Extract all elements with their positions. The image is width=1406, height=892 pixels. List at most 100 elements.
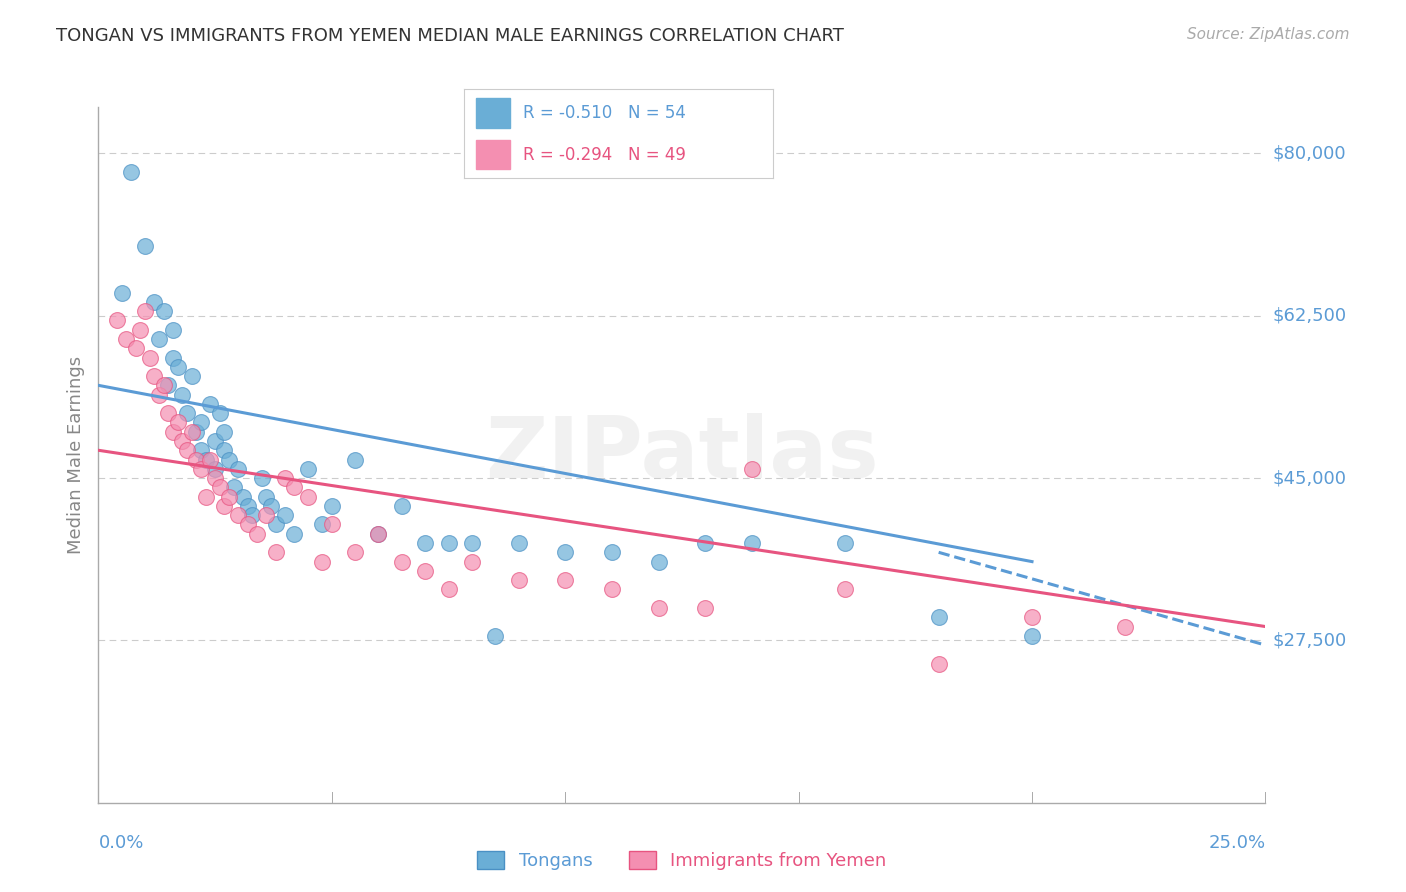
Point xyxy=(139,351,162,365)
Text: 0.0%: 0.0% xyxy=(98,834,143,852)
Point xyxy=(834,582,856,597)
Point xyxy=(834,536,856,550)
Point xyxy=(111,285,134,300)
Point xyxy=(256,508,278,523)
Point xyxy=(208,480,231,494)
Point xyxy=(283,480,305,494)
Point xyxy=(695,536,717,550)
Point xyxy=(157,406,180,420)
Point xyxy=(1114,619,1136,633)
Point xyxy=(134,239,156,253)
Point xyxy=(297,490,319,504)
Point xyxy=(204,434,226,448)
Point xyxy=(311,555,333,569)
Point xyxy=(214,499,236,513)
Point xyxy=(200,397,222,411)
Text: R = -0.294   N = 49: R = -0.294 N = 49 xyxy=(523,145,686,164)
Point xyxy=(647,601,669,615)
Point xyxy=(437,582,460,597)
Point xyxy=(554,545,576,559)
Point xyxy=(236,517,259,532)
Point xyxy=(228,508,250,523)
Point xyxy=(321,499,343,513)
Point xyxy=(695,601,717,615)
Point xyxy=(321,517,343,532)
Point xyxy=(190,416,212,430)
Point xyxy=(484,629,506,643)
Point xyxy=(413,536,436,550)
Point xyxy=(214,443,236,458)
Point xyxy=(162,425,184,439)
Point xyxy=(461,536,484,550)
Point xyxy=(236,499,259,513)
Point xyxy=(186,425,208,439)
Point xyxy=(176,443,198,458)
Point xyxy=(152,378,174,392)
Point xyxy=(554,573,576,587)
Point xyxy=(222,480,245,494)
Point xyxy=(1021,629,1043,643)
Bar xyxy=(477,140,510,169)
Legend: Tongans, Immigrants from Yemen: Tongans, Immigrants from Yemen xyxy=(470,844,894,877)
Text: $45,000: $45,000 xyxy=(1272,469,1347,487)
Point xyxy=(143,294,166,309)
Text: TONGAN VS IMMIGRANTS FROM YEMEN MEDIAN MALE EARNINGS CORRELATION CHART: TONGAN VS IMMIGRANTS FROM YEMEN MEDIAN M… xyxy=(56,27,844,45)
Point xyxy=(194,452,217,467)
Text: $62,500: $62,500 xyxy=(1272,307,1347,325)
Point xyxy=(148,387,170,401)
Point xyxy=(1021,610,1043,624)
Text: $80,000: $80,000 xyxy=(1272,145,1346,162)
Text: $27,500: $27,500 xyxy=(1272,632,1347,649)
Point xyxy=(367,526,389,541)
Point xyxy=(166,416,188,430)
Point xyxy=(741,536,763,550)
Text: Source: ZipAtlas.com: Source: ZipAtlas.com xyxy=(1187,27,1350,42)
Point xyxy=(143,369,166,384)
Point xyxy=(367,526,389,541)
Point xyxy=(105,313,128,327)
Point xyxy=(246,526,269,541)
Point xyxy=(152,304,174,318)
Point xyxy=(256,490,278,504)
Point xyxy=(250,471,273,485)
Point xyxy=(242,508,264,523)
Point xyxy=(200,452,222,467)
Point xyxy=(600,582,623,597)
Text: R = -0.510   N = 54: R = -0.510 N = 54 xyxy=(523,104,686,122)
Point xyxy=(120,165,142,179)
Point xyxy=(218,452,240,467)
Point xyxy=(274,508,297,523)
Point xyxy=(508,573,530,587)
Point xyxy=(928,657,950,671)
Point xyxy=(391,555,413,569)
Point xyxy=(190,462,212,476)
Point xyxy=(176,406,198,420)
Text: 25.0%: 25.0% xyxy=(1208,834,1265,852)
Point xyxy=(208,406,231,420)
Point xyxy=(228,462,250,476)
Point xyxy=(297,462,319,476)
Point xyxy=(172,387,194,401)
Point xyxy=(437,536,460,550)
Y-axis label: Median Male Earnings: Median Male Earnings xyxy=(66,356,84,554)
Point xyxy=(166,359,188,374)
Point xyxy=(186,452,208,467)
Point xyxy=(232,490,254,504)
Point xyxy=(461,555,484,569)
Point xyxy=(260,499,283,513)
Point xyxy=(180,425,202,439)
Point xyxy=(344,452,367,467)
Point xyxy=(148,332,170,346)
Point xyxy=(311,517,333,532)
Point xyxy=(129,323,152,337)
Point xyxy=(274,471,297,485)
Point xyxy=(391,499,413,513)
Point xyxy=(190,443,212,458)
Point xyxy=(162,351,184,365)
Point xyxy=(264,545,287,559)
Point xyxy=(928,610,950,624)
Point xyxy=(264,517,287,532)
Point xyxy=(600,545,623,559)
Point xyxy=(214,425,236,439)
Bar xyxy=(477,98,510,128)
